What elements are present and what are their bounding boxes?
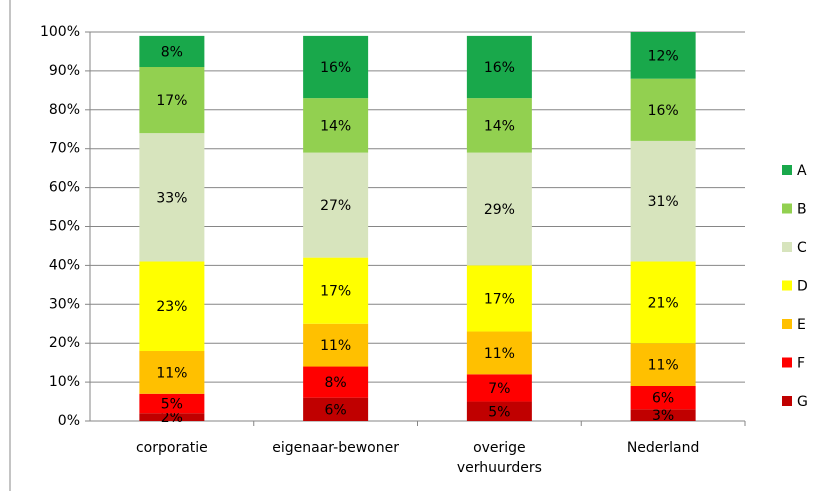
bar-segment	[303, 397, 369, 421]
data-label: 14%	[484, 118, 515, 134]
y-tick-label: 10%	[49, 374, 80, 390]
legend-label: C	[797, 240, 807, 256]
bar-segment	[466, 331, 532, 375]
data-label: 12%	[648, 48, 679, 64]
data-label: 11%	[484, 346, 515, 362]
y-tick-label: 70%	[49, 141, 80, 157]
bar-segment	[630, 140, 696, 262]
bar-segment	[466, 374, 532, 402]
bar-segment	[630, 385, 696, 410]
bar-segment	[630, 78, 696, 141]
bar-segment	[303, 257, 369, 324]
y-tick-label: 20%	[49, 335, 80, 351]
bar-segment	[303, 366, 369, 398]
legend-label: D	[797, 279, 808, 295]
legend-swatch	[782, 357, 792, 368]
bar-segment	[139, 261, 205, 351]
legend-label: G	[797, 394, 808, 410]
legend-label: F	[797, 356, 805, 372]
legend-swatch	[782, 280, 792, 291]
y-tick-label: 50%	[49, 219, 80, 235]
bar-segment	[630, 261, 696, 344]
y-tick-label: 40%	[49, 257, 80, 273]
data-label: 17%	[320, 284, 351, 300]
x-tick-label: overige verhuurders	[457, 440, 542, 476]
data-label: 6%	[652, 391, 674, 407]
data-label: 17%	[484, 291, 515, 307]
y-tick-label: 60%	[49, 180, 80, 196]
bar-segment	[630, 343, 696, 386]
data-label: 16%	[320, 60, 351, 76]
data-label: 6%	[325, 402, 347, 418]
data-label: 5%	[161, 396, 183, 412]
data-label: 29%	[484, 202, 515, 218]
bar-segment	[139, 35, 205, 68]
y-tick-label: 90%	[49, 63, 80, 79]
legend-label: A	[797, 163, 807, 179]
data-label: 11%	[648, 358, 679, 374]
bar-segment	[303, 98, 369, 153]
data-label: 17%	[156, 93, 187, 109]
x-tick-label: corporatie	[136, 440, 208, 456]
bar-segment	[630, 409, 696, 421]
legend-label: E	[797, 317, 806, 333]
data-label: 33%	[156, 190, 187, 206]
legend-swatch	[782, 396, 792, 406]
data-label: 11%	[156, 365, 187, 381]
bar-segment	[139, 133, 205, 262]
data-label: 23%	[156, 299, 187, 315]
data-label: 31%	[648, 194, 679, 210]
data-label: 5%	[488, 404, 510, 420]
bar-segment	[139, 67, 205, 134]
legend-swatch	[782, 165, 792, 175]
y-tick-label: 0%	[58, 413, 80, 429]
y-tick-label: 30%	[49, 296, 80, 312]
bar-segment	[466, 152, 532, 266]
legend-swatch	[782, 203, 792, 214]
legend-swatch	[782, 319, 792, 329]
data-label: 3%	[652, 408, 674, 424]
bar-segment	[303, 323, 369, 367]
data-label: 11%	[320, 338, 351, 354]
legend-swatch	[782, 242, 792, 252]
x-tick-label: Nederland	[627, 440, 700, 456]
y-tick-label: 100%	[40, 24, 80, 40]
data-label: 14%	[320, 118, 351, 134]
bar-segment	[466, 401, 532, 421]
data-label: 27%	[320, 198, 351, 214]
bar-segment	[139, 350, 205, 394]
x-tick-label: eigenaar-bewoner	[272, 440, 399, 456]
data-label: 16%	[484, 60, 515, 76]
data-label: 8%	[325, 375, 347, 391]
bar-segment	[466, 35, 532, 99]
legend-label: B	[797, 202, 807, 218]
data-label: 21%	[648, 295, 679, 311]
data-label: 7%	[488, 381, 510, 397]
y-tick-label: 80%	[49, 102, 80, 118]
data-label: 16%	[648, 103, 679, 119]
bar-segment	[466, 98, 532, 153]
bar-segment	[630, 32, 696, 79]
bar-segment	[139, 413, 205, 421]
data-label: 2%	[161, 410, 183, 426]
bar-segment	[303, 152, 369, 258]
data-label: 8%	[161, 44, 183, 60]
bar-segment	[466, 265, 532, 332]
bar-segment	[139, 393, 205, 414]
bar-segment	[303, 35, 369, 99]
